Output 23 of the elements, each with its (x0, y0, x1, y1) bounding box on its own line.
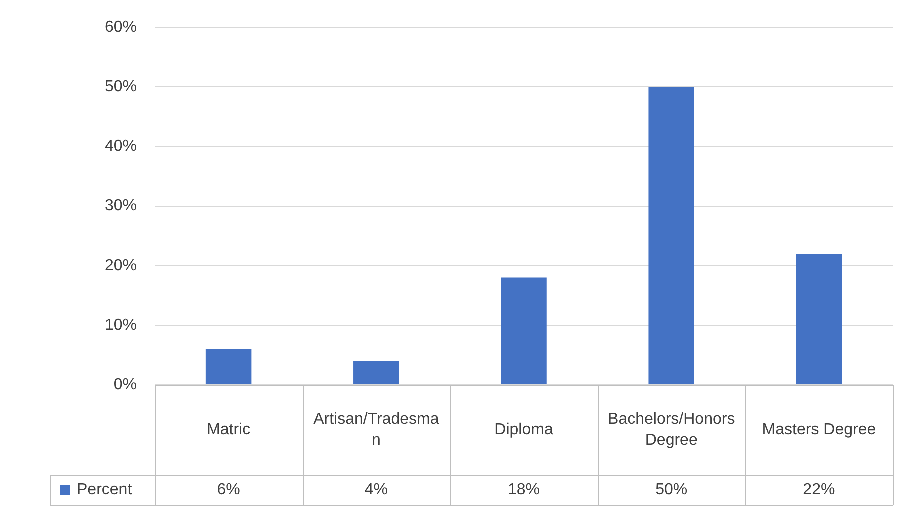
bar (354, 361, 400, 384)
x-tick-label: Bachelors/Honors Degree (608, 410, 736, 449)
data-label: 4% (364, 481, 388, 498)
y-tick-label: 60% (104, 19, 137, 36)
y-tick-label: 0% (114, 376, 137, 394)
y-tick-label: 20% (104, 257, 137, 274)
x-tick-label: Diploma (494, 421, 554, 438)
bar (648, 87, 694, 384)
x-tick-label: Artisan/Tradesman (314, 410, 440, 449)
data-label: 18% (508, 481, 540, 498)
data-label: 6% (217, 481, 240, 498)
bar (501, 278, 547, 384)
y-tick-label: 40% (104, 138, 137, 156)
y-tick-label: 10% (104, 316, 137, 334)
data-label: 50% (656, 481, 688, 498)
y-tick-label: 50% (104, 78, 137, 96)
data-label: 22% (803, 481, 836, 498)
x-tick-label: Matric (207, 421, 251, 438)
bar (796, 254, 842, 384)
legend-label: Percent (77, 481, 133, 498)
bar (206, 349, 252, 384)
y-tick-label: 30% (104, 198, 137, 215)
x-tick-label: Masters Degree (762, 421, 876, 438)
